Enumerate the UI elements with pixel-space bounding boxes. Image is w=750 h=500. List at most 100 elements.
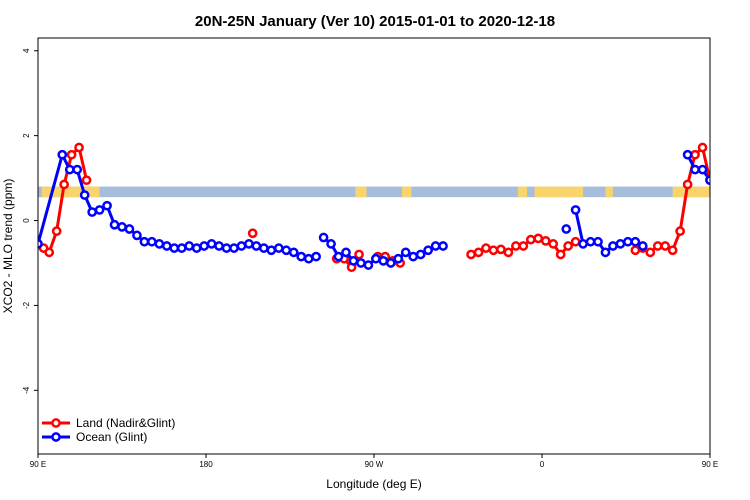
data-point [570, 236, 581, 247]
data-point [652, 241, 663, 251]
data-point [356, 258, 366, 268]
map-band [38, 186, 710, 198]
y-tick-label: -4 [22, 386, 31, 394]
data-point [503, 247, 514, 258]
data-point [79, 190, 90, 200]
data-point [385, 258, 396, 268]
data-point [623, 236, 633, 247]
data-point [206, 239, 217, 249]
legend-label: Land (Nadir&Glint) [76, 416, 175, 430]
data-point [341, 247, 351, 258]
data-point [511, 241, 521, 251]
data-point [273, 243, 284, 253]
data-point [348, 256, 359, 266]
data-point [488, 245, 499, 256]
map-band-land [355, 186, 367, 198]
data-point [408, 251, 419, 262]
data-point [117, 222, 127, 232]
data-point [296, 251, 307, 262]
data-point [600, 247, 611, 258]
data-point [81, 175, 92, 186]
data-point [59, 179, 69, 190]
map-band-land [605, 186, 613, 198]
data-point [423, 245, 433, 256]
data-point [94, 205, 105, 215]
x-tick-label: 180 [199, 460, 213, 469]
data-point [259, 243, 269, 253]
data-point [132, 230, 142, 241]
data-point [64, 164, 75, 175]
data-point [561, 224, 572, 234]
data-point [102, 200, 112, 211]
data-point [630, 245, 641, 256]
data-point [251, 241, 262, 251]
data-point [585, 236, 596, 247]
data-point [690, 164, 700, 175]
data-point [697, 142, 708, 153]
data-point [184, 241, 195, 251]
data-point [229, 243, 239, 253]
series-land [38, 142, 710, 273]
data-point [147, 236, 157, 247]
data-point [430, 241, 441, 251]
y-tick-label: 0 [22, 218, 31, 223]
data-point [705, 175, 710, 186]
map-band-land [41, 186, 100, 198]
legend-label: Ocean (Glint) [76, 430, 147, 444]
data-point [281, 245, 292, 256]
data-point [66, 149, 77, 160]
data-point [615, 239, 626, 249]
data-point [318, 232, 329, 243]
data-point [555, 249, 566, 260]
data-point [438, 241, 448, 251]
data-point [288, 247, 299, 258]
map-band-land [534, 186, 584, 198]
data-point [371, 253, 381, 264]
data-point [533, 233, 544, 244]
chart-title: 20N-25N January (Ver 10) 2015-01-01 to 2… [195, 13, 555, 30]
x-tick-label: 90 E [702, 460, 718, 469]
data-point [154, 239, 165, 249]
data-point [393, 253, 404, 264]
data-point [57, 149, 68, 160]
data-point [540, 236, 551, 246]
data-point [363, 260, 374, 270]
map-band-ocean [38, 186, 710, 198]
data-point [415, 249, 426, 260]
data-point [667, 245, 678, 256]
data-point [378, 256, 389, 266]
data-point [675, 226, 685, 236]
data-point [637, 241, 648, 251]
data-point [466, 249, 476, 260]
data-point [161, 241, 172, 251]
data-point [176, 243, 187, 253]
map-band-land [672, 186, 710, 198]
data-point [473, 247, 484, 258]
y-tick-label: 4 [22, 48, 31, 53]
y-axis-label: XCO2 - MLO trend (ppm) [1, 179, 15, 314]
data-point [214, 241, 224, 251]
data-point [481, 243, 491, 253]
series-line [634, 146, 710, 254]
legend: Land (Nadir&Glint)Ocean (Glint) [42, 416, 175, 444]
data-point [169, 243, 180, 253]
data-point [124, 224, 135, 234]
series-layer [38, 142, 710, 273]
data-point [44, 247, 55, 258]
x-tick-label: 0 [540, 460, 545, 469]
data-point [74, 142, 84, 153]
data-point [563, 241, 573, 251]
data-point [400, 247, 411, 258]
legend-marker [51, 418, 61, 428]
data-point [236, 241, 247, 251]
series-line [38, 146, 88, 254]
data-point [354, 249, 364, 260]
series-ocean [38, 149, 710, 270]
data-point [51, 226, 62, 236]
data-point [311, 251, 321, 262]
data-point [682, 179, 693, 190]
y-axis: -4 -2 0 2 4 [22, 48, 38, 394]
data-point [578, 239, 588, 249]
data-point [645, 247, 656, 258]
